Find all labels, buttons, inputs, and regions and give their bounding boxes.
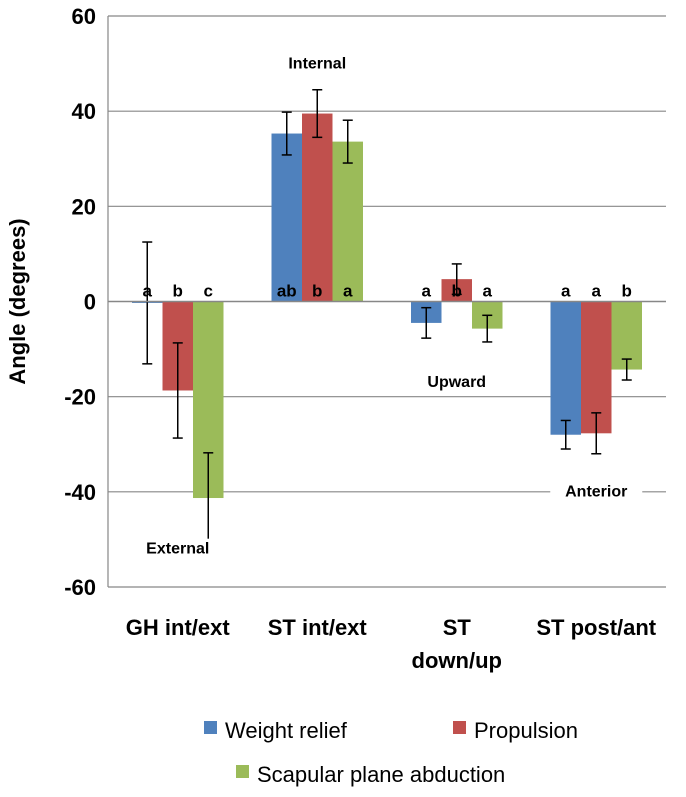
category-label: GH int/ext	[126, 615, 231, 640]
significance-letter: a	[343, 282, 353, 301]
significance-letter: b	[173, 282, 183, 301]
bar	[332, 141, 363, 302]
legend-label: Propulsion	[474, 718, 578, 743]
y-tick-label: 0	[84, 290, 96, 315]
legend-swatch	[453, 721, 466, 734]
legend: Weight relief Propulsion Scapular plane ab…	[204, 718, 578, 787]
significance-letter: b	[312, 282, 322, 301]
y-tick-label: -40	[64, 480, 96, 505]
direction-annotation: Upward	[427, 374, 486, 391]
direction-annotation: Anterior	[565, 484, 627, 501]
direction-annotation: Internal	[288, 55, 346, 72]
category-label: ST int/ext	[268, 615, 368, 640]
legend-swatch	[236, 765, 249, 778]
significance-letter: a	[422, 282, 432, 301]
bar	[302, 113, 333, 302]
y-tick-label: -20	[64, 385, 96, 410]
legend-label: Scapular plane abduction	[257, 762, 505, 787]
annotation-backdrop	[550, 481, 643, 503]
y-tick-label: 20	[72, 194, 96, 219]
significance-letter: a	[561, 282, 571, 301]
y-tick-label: -60	[64, 575, 96, 600]
y-tick-label: 60	[72, 4, 96, 29]
category-label: ST post/ant	[536, 615, 656, 640]
category-label: down/up	[412, 648, 502, 673]
significance-letter: b	[622, 282, 632, 301]
significance-letter: c	[204, 282, 213, 301]
labels: a ab a ab b b ac a a bInternalUpwardExternalAnter…	[126, 53, 657, 673]
y-axis-label: Angle (degrees)	[5, 218, 30, 384]
significance-letter: a	[143, 282, 153, 301]
axes: 60 40 20 0 -20 -40 -60 Angle (degrees)	[5, 4, 666, 600]
bar	[611, 301, 642, 370]
significance-letter: a	[483, 282, 493, 301]
significance-letter: b	[452, 282, 462, 301]
significance-letter: ab	[277, 282, 297, 301]
legend-swatch	[204, 721, 217, 734]
bar	[581, 301, 612, 434]
bar	[550, 301, 581, 435]
direction-annotation: External	[146, 541, 209, 558]
annotation-backdrop	[271, 53, 364, 75]
y-tick-label: 40	[72, 99, 96, 124]
legend-label: Weight relief	[225, 718, 348, 743]
annotation-backdrop	[131, 538, 224, 560]
significance-letter: a	[592, 282, 602, 301]
bars	[132, 89, 642, 544]
bar	[271, 133, 302, 302]
category-label: ST	[443, 615, 472, 640]
annotation-backdrop	[420, 372, 493, 394]
